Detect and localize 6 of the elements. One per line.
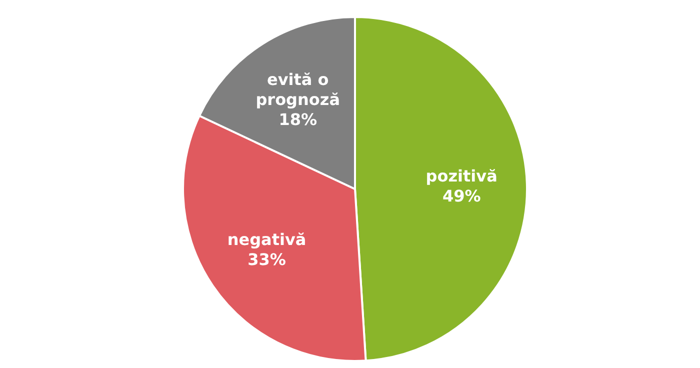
data-label: 33% [248,249,286,268]
slice-label: evită o prognoză [256,69,340,108]
data-label: 18% [278,109,318,128]
slice-label: negativă [227,229,306,248]
data-label: 49% [442,186,481,206]
slice-label: pozitivă [426,166,498,186]
